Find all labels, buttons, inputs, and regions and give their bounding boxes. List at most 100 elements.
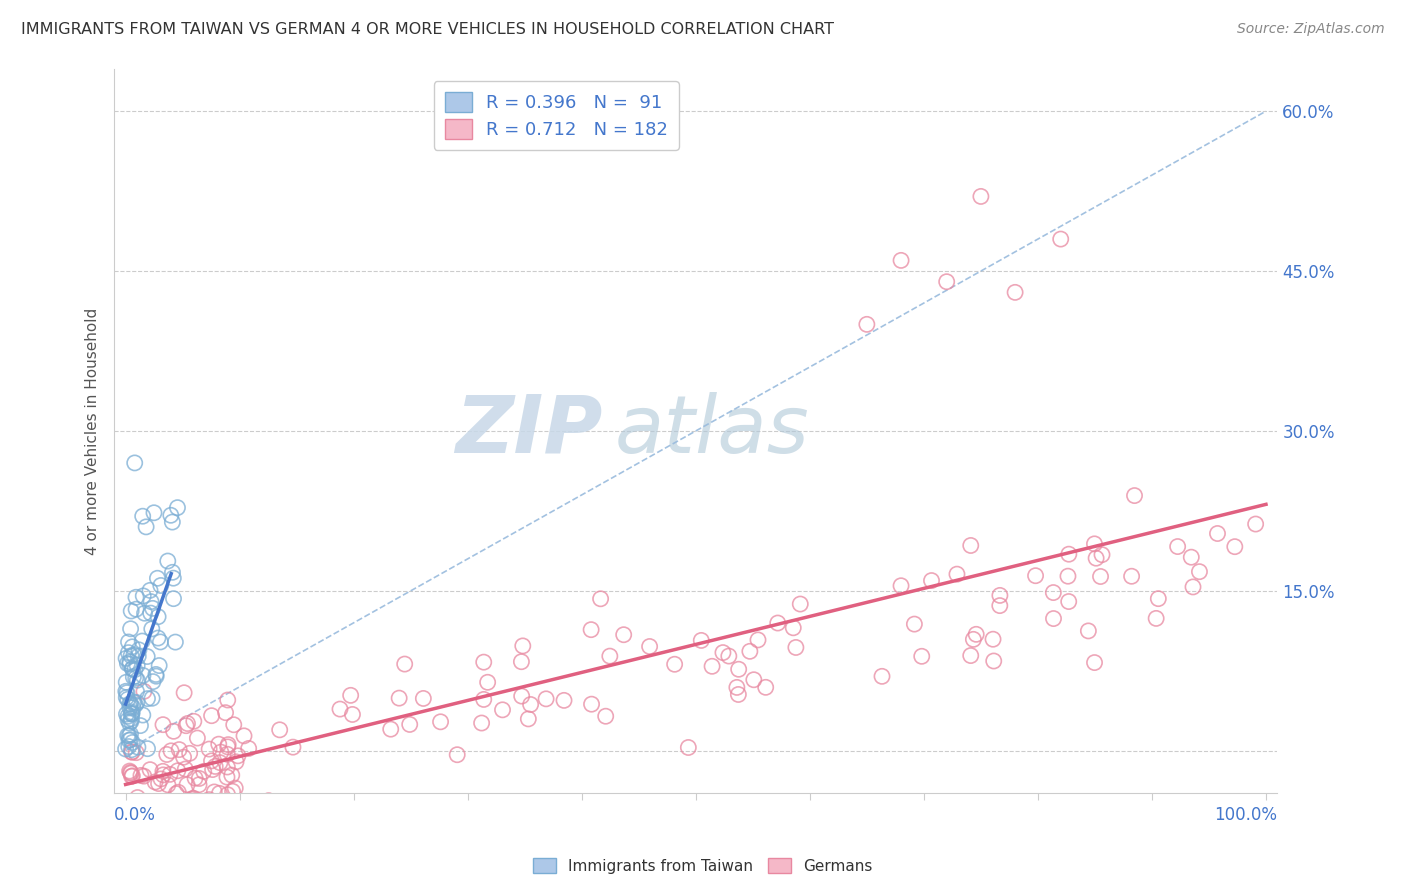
Point: [115, 797, 138, 811]
Point: [131, 797, 153, 811]
Point: [117, 635, 139, 649]
Point: [965, 627, 987, 641]
Point: [217, 760, 239, 774]
Point: [118, 697, 141, 711]
Point: [152, 717, 174, 731]
Point: [173, 750, 195, 764]
Point: [167, 785, 190, 799]
Point: [136, 649, 159, 664]
Text: ZIP: ZIP: [456, 392, 603, 470]
Point: [132, 708, 155, 723]
Point: [856, 318, 879, 332]
Point: [136, 691, 159, 706]
Point: [121, 706, 143, 721]
Point: [117, 646, 139, 660]
Point: [198, 742, 221, 756]
Point: [1188, 565, 1211, 579]
Point: [148, 658, 170, 673]
Point: [179, 794, 201, 808]
Point: [127, 658, 149, 673]
Point: [209, 745, 232, 759]
Point: [983, 654, 1005, 668]
Point: [132, 589, 155, 603]
Point: [595, 709, 617, 723]
Point: [269, 723, 291, 737]
Point: [477, 675, 499, 690]
Point: [117, 713, 139, 727]
Point: [472, 692, 495, 706]
Point: [173, 686, 195, 700]
Point: [125, 797, 148, 811]
Point: [152, 768, 174, 782]
Point: [152, 764, 174, 779]
Point: [335, 797, 357, 811]
Point: [162, 571, 184, 585]
Point: [162, 566, 184, 580]
Point: [281, 740, 304, 755]
Point: [121, 640, 143, 654]
Point: [120, 732, 142, 747]
Point: [1083, 656, 1105, 670]
Point: [128, 643, 150, 657]
Point: [136, 741, 159, 756]
Point: [125, 591, 148, 605]
Point: [134, 797, 156, 811]
Point: [1090, 569, 1112, 583]
Point: [114, 684, 136, 698]
Point: [228, 797, 250, 811]
Point: [890, 579, 912, 593]
Point: [785, 640, 807, 655]
Point: [215, 770, 238, 784]
Point: [121, 705, 143, 719]
Point: [120, 706, 142, 721]
Point: [122, 648, 145, 662]
Point: [221, 784, 243, 798]
Point: [121, 735, 143, 749]
Point: [117, 728, 139, 742]
Point: [167, 742, 190, 756]
Point: [117, 657, 139, 671]
Point: [988, 589, 1011, 603]
Point: [121, 745, 143, 759]
Point: [127, 740, 149, 755]
Point: [125, 602, 148, 616]
Point: [141, 622, 163, 636]
Point: [1123, 489, 1146, 503]
Point: [988, 599, 1011, 613]
Point: [160, 508, 183, 523]
Point: [1180, 550, 1202, 565]
Point: [139, 606, 162, 620]
Point: [329, 702, 352, 716]
Point: [491, 703, 513, 717]
Point: [166, 500, 188, 515]
Point: [120, 604, 142, 618]
Point: [145, 667, 167, 681]
Point: [141, 691, 163, 706]
Point: [120, 648, 142, 663]
Point: [174, 719, 197, 733]
Point: [121, 706, 143, 721]
Point: [125, 797, 148, 811]
Point: [149, 578, 172, 592]
Point: [472, 655, 495, 669]
Point: [789, 597, 811, 611]
Point: [678, 740, 700, 755]
Point: [118, 716, 141, 731]
Point: [159, 767, 181, 781]
Point: [176, 778, 198, 792]
Point: [115, 675, 138, 690]
Point: [129, 718, 152, 732]
Point: [226, 748, 249, 763]
Point: [114, 742, 136, 756]
Point: [142, 797, 165, 811]
Point: [725, 681, 748, 695]
Point: [579, 623, 602, 637]
Point: [553, 693, 575, 707]
Point: [510, 689, 533, 703]
Point: [394, 657, 416, 671]
Point: [664, 657, 686, 672]
Point: [124, 698, 146, 712]
Point: [149, 635, 172, 649]
Text: Source: ZipAtlas.com: Source: ZipAtlas.com: [1237, 22, 1385, 37]
Point: [517, 712, 540, 726]
